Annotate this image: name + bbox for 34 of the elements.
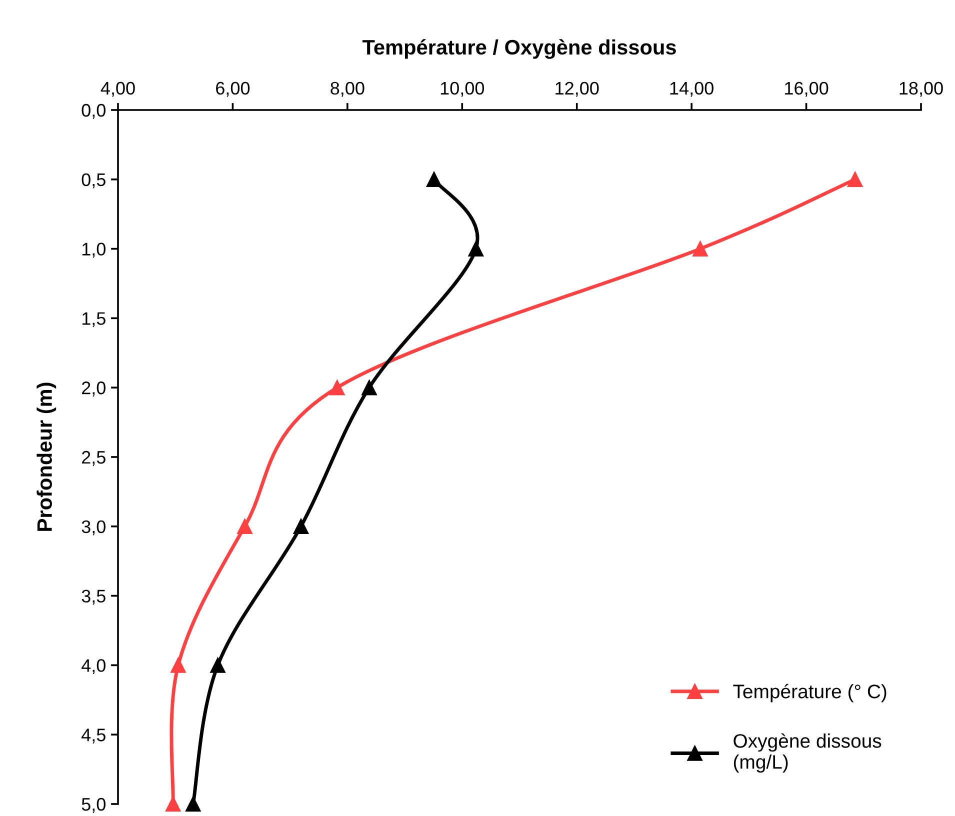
point <box>186 796 201 812</box>
point <box>170 658 186 673</box>
x-tick-label: 16,00 <box>785 82 828 97</box>
legend-label: Oxygène dissous (mg/L) <box>734 733 882 773</box>
y-tick-label: 0,5 <box>82 173 106 188</box>
x-tick-label: 14,00 <box>670 82 714 97</box>
legend-label: Température (° C) <box>733 684 886 702</box>
y-tick-label: 4,0 <box>82 659 106 674</box>
point <box>468 241 484 256</box>
x-tick-label: 6,00 <box>216 82 250 97</box>
y-tick-label: 1,5 <box>82 312 106 328</box>
y-tick-label: 2,0 <box>82 382 106 396</box>
x-tick-label: 18,00 <box>900 82 943 97</box>
point <box>847 172 863 188</box>
x-tick-label: 4,00 <box>100 82 135 97</box>
y-tick-label: 3,0 <box>82 520 106 536</box>
y-tick-label: 1,0 <box>82 242 106 258</box>
x-tick-label: 10,00 <box>440 82 484 97</box>
point <box>362 380 377 396</box>
x-tick-label: 12,00 <box>556 82 599 97</box>
point <box>293 518 309 534</box>
chart-title: Température / Oxygène dissous <box>362 39 676 59</box>
point <box>329 380 345 396</box>
y-tick-label: 4,5 <box>82 728 106 744</box>
y-tick-label: 5,0 <box>82 798 106 813</box>
point <box>692 241 708 256</box>
point <box>210 658 226 673</box>
x-tick-label: 8,00 <box>330 82 364 97</box>
y-tick-label: 0,0 <box>82 104 106 119</box>
y-axis-title: Profondeur (m) <box>36 382 56 531</box>
point <box>426 172 442 188</box>
point <box>237 518 252 534</box>
y-tick-label: 3,5 <box>82 590 106 605</box>
y-tick-label: 2,5 <box>82 450 106 466</box>
